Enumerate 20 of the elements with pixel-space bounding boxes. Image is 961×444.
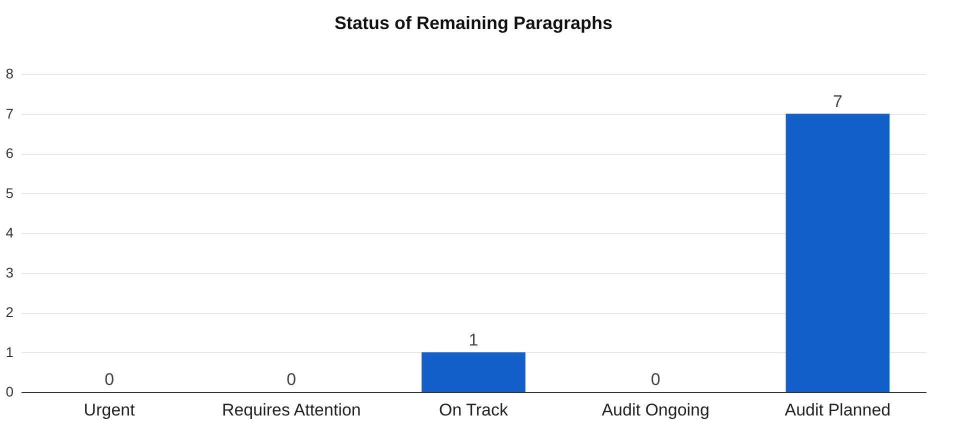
x-tick-label: Requires Attention: [222, 400, 361, 420]
y-tick-label: 0: [6, 384, 14, 400]
x-tick-label: Urgent: [84, 400, 136, 420]
y-tick-label: 6: [6, 145, 14, 161]
y-tick-label: 2: [6, 304, 14, 320]
y-tick-label: 3: [6, 264, 14, 280]
y-tick-label: 7: [6, 105, 14, 122]
y-tick-label: 4: [6, 224, 14, 240]
x-tick-label: On Track: [439, 400, 508, 420]
data-label: 0: [286, 370, 296, 389]
chart-title: Status of Remaining Paragraphs: [334, 13, 613, 33]
y-tick-label: 1: [6, 344, 14, 360]
x-tick-label: Audit Ongoing: [602, 400, 710, 420]
data-label: 0: [104, 370, 114, 389]
y-tick-label: 8: [6, 66, 14, 82]
data-label: 1: [468, 330, 478, 350]
x-tick-label: Audit Planned: [784, 400, 891, 420]
data-label: 0: [650, 370, 660, 389]
y-tick-label: 5: [6, 184, 14, 201]
data-label: 7: [832, 92, 842, 111]
